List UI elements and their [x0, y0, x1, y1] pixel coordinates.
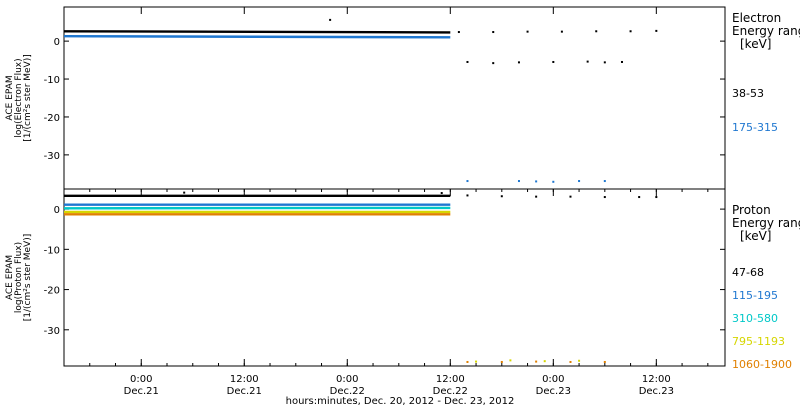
series-band — [63, 30, 451, 34]
x-tick-label-date: Dec.21 — [227, 386, 262, 397]
y-tick-label: -10 — [44, 245, 60, 256]
data-point — [603, 360, 606, 363]
data-point — [655, 196, 658, 199]
y-axis-title-line: [1/(cm²s ster MeV)] — [23, 234, 33, 321]
data-point — [603, 196, 606, 199]
data-point — [183, 191, 186, 194]
electron-y-axis: 0 -10 -20 -30 — [44, 37, 725, 162]
y-axis-title-line: ACE EPAM — [5, 75, 15, 120]
y-axis-title-line: log(Proton Flux) — [14, 242, 24, 313]
x-tick-label-time: 12:00 — [436, 374, 465, 385]
y-tick-label: 0 — [54, 37, 60, 48]
electron-plot-frame — [63, 6, 726, 190]
y-tick-label: -30 — [44, 326, 60, 337]
legend-title-line: [keV] — [740, 37, 771, 51]
x-tick-label-date: Dec.23 — [639, 386, 674, 397]
y-tick-label: -20 — [44, 286, 60, 297]
proton-panel: 0 -10 -20 -30 ACE EPAM log(Proton Flux) [1/(c… — [5, 188, 800, 371]
proton-y-axis-title: ACE EPAM log(Proton Flux) [1/(cm²s ster Me… — [5, 234, 33, 321]
x-tick-label-time: 0:00 — [542, 374, 564, 385]
legend-entry: 310-580 — [732, 312, 778, 325]
data-point — [638, 196, 641, 199]
data-point — [603, 61, 606, 64]
data-point — [603, 180, 606, 183]
x-tick-label-time: 12:00 — [230, 374, 259, 385]
data-point — [492, 31, 495, 34]
data-point — [509, 359, 512, 362]
data-point — [466, 180, 469, 183]
x-tick-label-time: 0:00 — [130, 374, 152, 385]
proton-data — [63, 191, 658, 363]
legend-title-line: Proton — [732, 203, 771, 217]
y-axis-title-line: [1/(cm²s ster MeV)] — [23, 54, 33, 141]
legend-entry: 38-53 — [732, 87, 764, 100]
y-axis-title-line: log(Electron Flux) — [14, 58, 24, 137]
data-point — [569, 195, 572, 198]
data-point — [586, 60, 589, 63]
data-point — [517, 61, 520, 64]
data-point — [543, 360, 546, 363]
y-tick-label: -30 — [44, 151, 60, 162]
y-tick-label: -10 — [44, 75, 60, 86]
data-point — [457, 31, 460, 34]
series-band — [63, 34, 451, 39]
x-tick-label-time: 12:00 — [642, 374, 671, 385]
data-point — [578, 180, 581, 183]
y-axis-title-line: ACE EPAM — [5, 255, 15, 300]
legend-title-line: Energy range — [732, 24, 800, 38]
y-tick-label: -20 — [44, 113, 60, 124]
data-point — [466, 194, 469, 197]
data-point — [466, 60, 469, 63]
x-tick-label-date: Dec.21 — [124, 386, 159, 397]
data-point — [595, 30, 598, 33]
legend-entry: 795-1193 — [732, 335, 785, 348]
data-point — [569, 360, 572, 363]
data-point — [552, 180, 555, 183]
data-point — [500, 195, 503, 198]
x-tick-label-date: Dec.23 — [536, 386, 571, 397]
legend-entry: 1060-1900 — [732, 358, 792, 371]
legend-entry: 175-315 — [732, 121, 778, 134]
data-point — [440, 192, 443, 195]
legend-title-line: [keV] — [740, 229, 771, 243]
y-tick-label: 0 — [54, 205, 60, 216]
data-point — [517, 180, 520, 183]
data-point — [620, 60, 623, 63]
data-point — [535, 360, 538, 363]
data-point — [560, 30, 563, 33]
x-tick-label-date: Dec.22 — [433, 386, 468, 397]
x-tick-label-date: Dec.22 — [330, 386, 365, 397]
proton-plot-frame — [63, 188, 726, 367]
electron-data — [63, 18, 658, 183]
data-point — [500, 360, 503, 363]
electron-y-axis-title: ACE EPAM log(Electron Flux) [1/(cm²s ster … — [5, 54, 33, 141]
data-point — [526, 30, 529, 33]
data-point — [629, 30, 632, 33]
data-point — [535, 195, 538, 198]
time-axis-title: hours:minutes, Dec. 20, 2012 - Dec. 23, … — [286, 396, 515, 407]
legend-title-line: Electron — [732, 11, 781, 25]
electron-panel: 0 -10 -20 -30 ACE EPAM log(Electron Flux) [1/… — [5, 6, 800, 190]
data-point — [329, 18, 332, 21]
data-point — [475, 360, 478, 363]
data-point — [535, 180, 538, 183]
time-axis: 0:00Dec.2112:00Dec.210:00Dec.2212:00Dec.… — [63, 7, 709, 397]
x-tick-label-time: 0:00 — [336, 374, 358, 385]
data-point — [552, 60, 555, 63]
data-point — [492, 62, 495, 65]
legend-entry: 47-68 — [732, 266, 764, 279]
data-point — [466, 360, 469, 363]
proton-y-axis: 0 -10 -20 -30 — [44, 205, 725, 337]
data-point — [655, 29, 658, 32]
data-point — [578, 359, 581, 362]
legend-entry: 115-195 — [732, 289, 778, 302]
legend-title-line: Energy range — [732, 216, 800, 230]
